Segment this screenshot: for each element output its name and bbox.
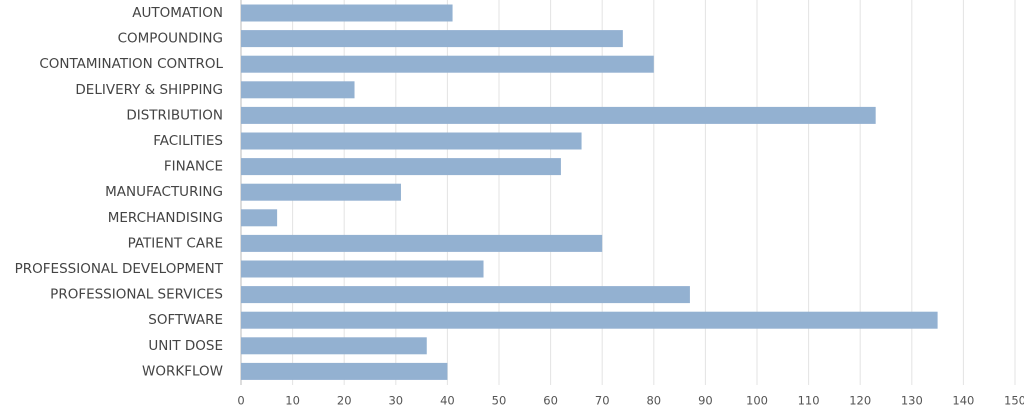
y-tick-label: DISTRIBUTION <box>126 107 223 123</box>
x-tick-label: 60 <box>543 394 558 408</box>
y-tick-label: MANUFACTURING <box>105 184 223 200</box>
x-tick-label: 0 <box>237 394 244 408</box>
y-tick-label: PATIENT CARE <box>128 235 223 251</box>
x-tick-label: 150 <box>1004 394 1024 408</box>
x-tick-label: 70 <box>595 394 610 408</box>
x-tick-label: 120 <box>849 394 871 408</box>
y-tick-label: SOFTWARE <box>148 312 223 328</box>
x-tick-label: 50 <box>492 394 507 408</box>
bar <box>241 30 623 48</box>
y-tick-label: FINANCE <box>164 159 223 175</box>
bar <box>241 311 938 329</box>
bar <box>241 337 427 355</box>
y-tick-label: CONTAMINATION CONTROL <box>39 56 223 72</box>
bar <box>241 260 484 278</box>
x-tick-label: 40 <box>440 394 455 408</box>
x-tick-label: 30 <box>388 394 403 408</box>
x-tick-label: 110 <box>798 394 820 408</box>
y-tick-label: AUTOMATION <box>132 5 223 21</box>
x-tick-label: 90 <box>698 394 713 408</box>
bar <box>241 183 401 201</box>
y-tick-label: COMPOUNDING <box>118 31 223 47</box>
x-tick-label: 100 <box>746 394 768 408</box>
bar <box>241 234 603 252</box>
bar <box>241 286 690 304</box>
bar <box>241 362 448 380</box>
x-tick-label: 130 <box>901 394 923 408</box>
x-tick-label: 140 <box>952 394 974 408</box>
y-tick-label: PROFESSIONAL DEVELOPMENT <box>15 261 224 277</box>
bar <box>241 81 355 99</box>
x-tick-label: 10 <box>285 394 300 408</box>
y-tick-label: PROFESSIONAL SERVICES <box>50 287 223 303</box>
y-tick-label: DELIVERY & SHIPPING <box>75 82 223 98</box>
bar <box>241 158 561 176</box>
y-tick-label: WORKFLOW <box>142 363 223 379</box>
x-tick-label: 80 <box>646 394 661 408</box>
bar <box>241 106 876 124</box>
y-tick-label: MERCHANDISING <box>108 210 223 226</box>
bar <box>241 132 582 150</box>
bar <box>241 4 453 22</box>
y-tick-label: UNIT DOSE <box>148 338 223 354</box>
bar <box>241 209 278 227</box>
bar <box>241 55 654 73</box>
x-tick-label: 20 <box>337 394 352 408</box>
y-tick-label: FACILITIES <box>153 133 223 149</box>
